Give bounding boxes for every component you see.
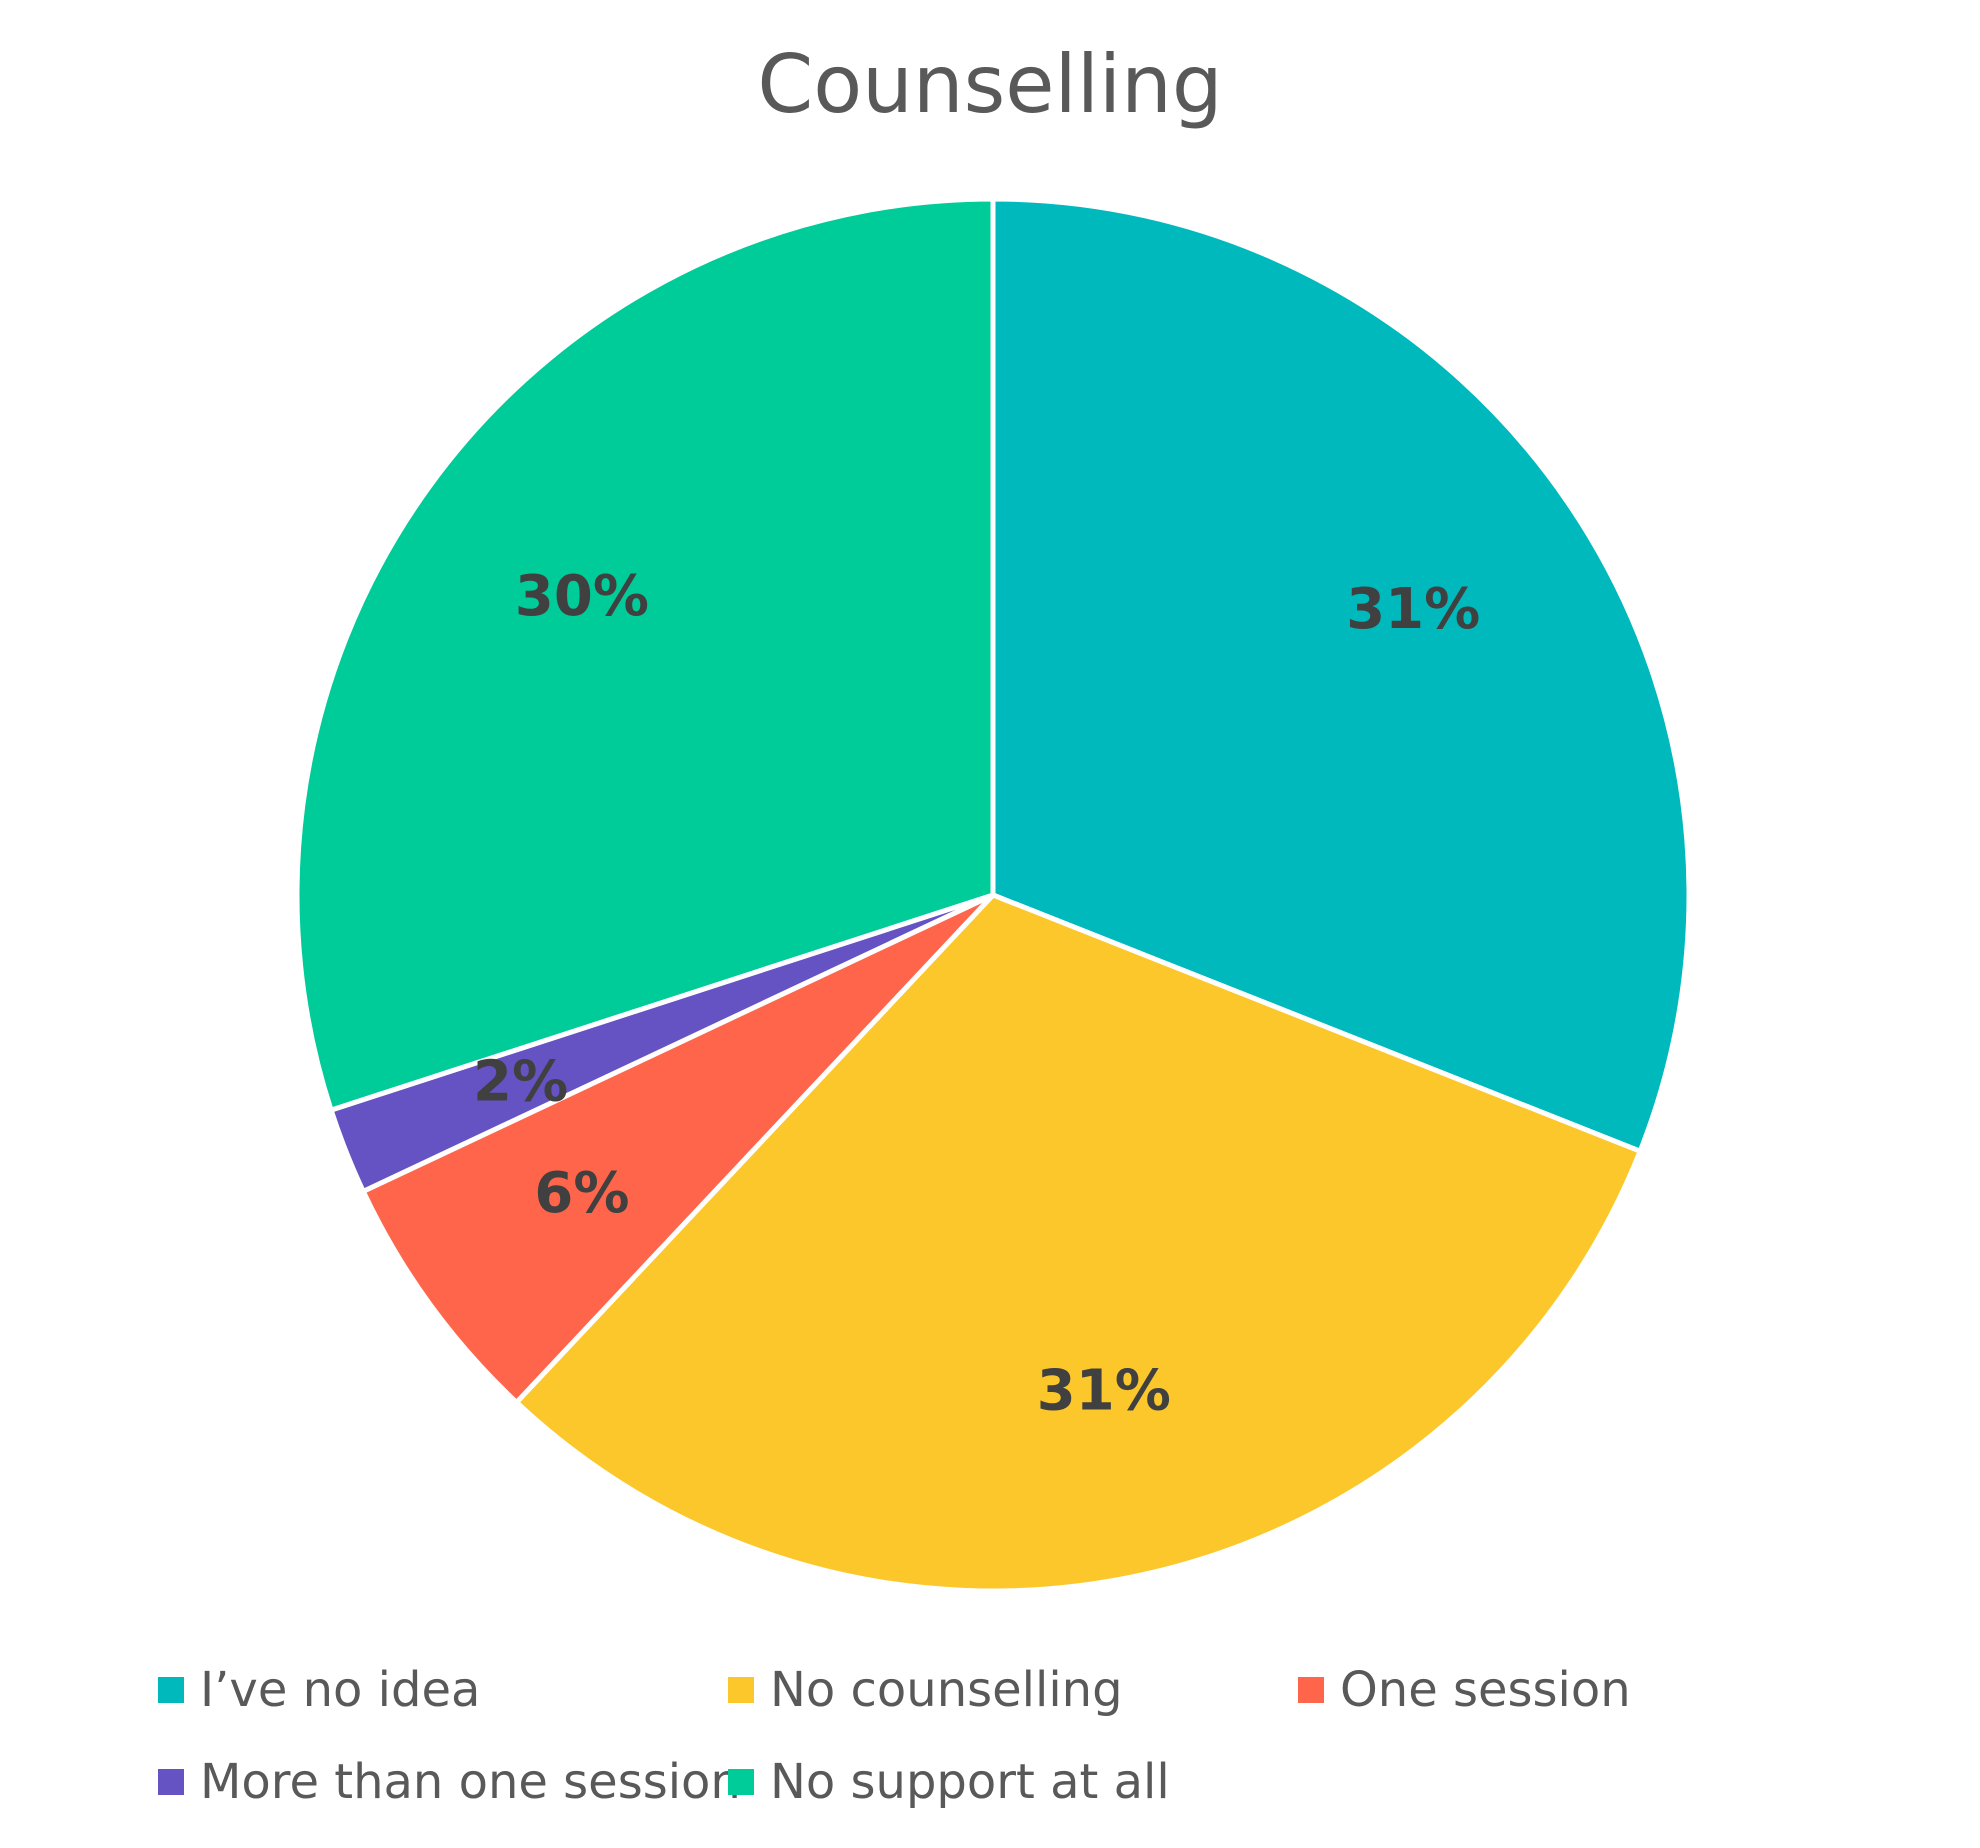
legend-label: One session xyxy=(1340,1662,1631,1718)
legend-label: I’ve no idea xyxy=(200,1662,481,1718)
pie-slices xyxy=(294,196,1692,1594)
legend-item-no-support-at-all: No support at all xyxy=(728,1747,1170,1817)
pie-slice-no-support-at-all xyxy=(294,196,996,1113)
pie-slice-one-session xyxy=(360,892,996,1405)
pie-data-labels: 31% 31% 6% 2% 30% xyxy=(473,564,1480,1423)
data-label-one-session: 6% xyxy=(534,1161,629,1226)
legend-item-no-counselling: No counselling xyxy=(728,1655,1123,1725)
legend-swatch xyxy=(158,1769,184,1795)
legend-item-one-session: One session xyxy=(1298,1655,1631,1725)
pie-slice-no-counselling xyxy=(514,892,1643,1594)
legend-swatch xyxy=(728,1769,754,1795)
legend-item-more-than-one-session: More than one session xyxy=(158,1747,741,1817)
data-label-no-counselling: 31% xyxy=(1037,1358,1171,1423)
legend-label: No counselling xyxy=(770,1662,1123,1718)
chart-title: Counselling xyxy=(757,38,1223,131)
legend-swatch xyxy=(1298,1677,1324,1703)
legend-label: More than one session xyxy=(200,1754,741,1810)
legend-swatch xyxy=(158,1677,184,1703)
legend-label: No support at all xyxy=(770,1754,1170,1810)
data-label-i-ve-no-idea: 31% xyxy=(1346,577,1480,642)
legend-swatch xyxy=(728,1677,754,1703)
legend-item-i-ve-no-idea: I’ve no idea xyxy=(158,1655,480,1725)
data-label-more-than-one-session: 2% xyxy=(473,1050,568,1115)
pie-slice-i-ve-no-idea xyxy=(990,196,1692,1154)
data-label-no-support-at-all: 30% xyxy=(515,564,649,629)
